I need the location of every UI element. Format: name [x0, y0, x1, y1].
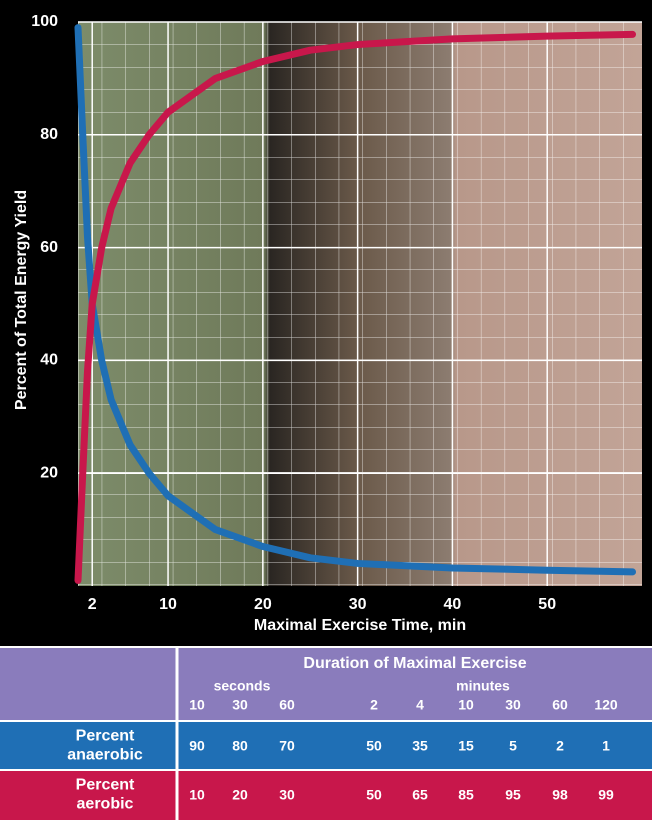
table-title: Duration of Maximal Exercise	[303, 655, 526, 672]
row-band	[0, 770, 652, 820]
row-band	[0, 722, 652, 770]
column-label: 30	[232, 697, 248, 713]
cell-value: 35	[412, 738, 428, 754]
cell-value: 50	[366, 787, 382, 803]
minor-grid	[78, 22, 642, 586]
cell-value: 70	[279, 738, 295, 754]
x-tick-label: 10	[159, 596, 177, 613]
column-label: 10	[458, 697, 474, 713]
row-label: anaerobic	[67, 747, 143, 764]
y-tick-label: 20	[40, 464, 58, 481]
cell-value: 90	[189, 738, 205, 754]
row-label: Percent	[76, 728, 135, 745]
y-tick-label: 100	[31, 13, 58, 30]
column-label: 4	[416, 697, 424, 713]
y-tick-label: 40	[40, 352, 58, 369]
x-tick-label: 30	[349, 596, 367, 613]
table-header	[0, 648, 652, 722]
cell-value: 30	[279, 787, 295, 803]
x-tick-label: 50	[538, 596, 556, 613]
cell-value: 80	[232, 738, 248, 754]
group-label: seconds	[214, 678, 271, 694]
cell-value: 5	[509, 738, 517, 754]
column-label: 60	[279, 697, 295, 713]
row-label: Percent	[76, 777, 135, 794]
group-label: minutes	[456, 678, 510, 694]
y-axis-label: Percent of Total Energy Yield	[13, 190, 30, 410]
cell-value: 95	[505, 787, 521, 803]
column-label: 120	[594, 697, 618, 713]
column-label: 2	[370, 697, 378, 713]
cell-value: 65	[412, 787, 428, 803]
x-tick-label: 2	[88, 596, 97, 613]
cell-value: 1	[602, 738, 610, 754]
column-label: 10	[189, 697, 205, 713]
data-line	[74, 30, 637, 584]
cell-value: 50	[366, 738, 382, 754]
cell-value: 10	[189, 787, 205, 803]
x-tick-label: 40	[444, 596, 462, 613]
y-tick-label: 60	[40, 239, 58, 256]
cell-value: 2	[556, 738, 564, 754]
y-tick-label: 80	[40, 126, 58, 143]
x-axis-label: Maximal Exercise Time, min	[254, 617, 466, 634]
row-label: aerobic	[77, 796, 134, 813]
cell-value: 85	[458, 787, 474, 803]
cell-value: 99	[598, 787, 614, 803]
column-label: 30	[505, 697, 521, 713]
x-tick-label: 20	[254, 596, 272, 613]
data-line	[74, 24, 637, 576]
cell-value: 15	[458, 738, 474, 754]
column-label: 60	[552, 697, 568, 713]
cell-value: 20	[232, 787, 248, 803]
cell-value: 98	[552, 787, 568, 803]
plot	[74, 21, 642, 586]
